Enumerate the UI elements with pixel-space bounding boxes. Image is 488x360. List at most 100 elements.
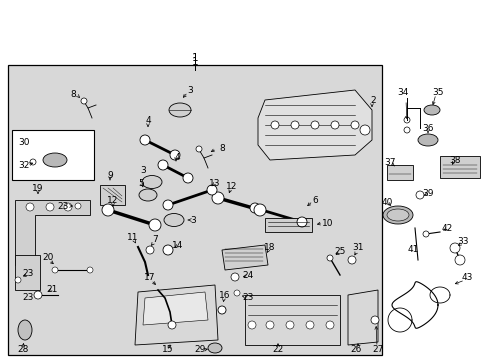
Text: 4: 4 bbox=[145, 116, 150, 125]
Circle shape bbox=[81, 98, 87, 104]
Text: 23: 23 bbox=[22, 270, 34, 279]
Text: 3: 3 bbox=[187, 86, 192, 95]
Text: 25: 25 bbox=[334, 248, 345, 256]
Text: 21: 21 bbox=[46, 285, 58, 294]
Circle shape bbox=[212, 192, 224, 204]
Circle shape bbox=[26, 203, 34, 211]
Circle shape bbox=[270, 121, 279, 129]
Bar bbox=[439, 156, 479, 178]
Circle shape bbox=[422, 231, 428, 237]
Text: 7: 7 bbox=[152, 235, 158, 244]
Text: 31: 31 bbox=[351, 243, 363, 252]
Text: 29: 29 bbox=[194, 346, 205, 355]
Ellipse shape bbox=[139, 189, 157, 201]
Circle shape bbox=[247, 321, 256, 329]
Text: 30: 30 bbox=[18, 138, 29, 147]
Circle shape bbox=[52, 267, 58, 273]
Text: 41: 41 bbox=[407, 246, 418, 255]
Text: 11: 11 bbox=[127, 233, 139, 242]
Text: 42: 42 bbox=[441, 224, 452, 233]
Circle shape bbox=[146, 246, 154, 254]
Polygon shape bbox=[347, 290, 377, 345]
Ellipse shape bbox=[18, 320, 32, 340]
Text: 9: 9 bbox=[107, 171, 113, 180]
Circle shape bbox=[196, 146, 202, 152]
Circle shape bbox=[403, 117, 409, 123]
Text: 35: 35 bbox=[431, 87, 443, 96]
Ellipse shape bbox=[163, 213, 183, 226]
Text: 36: 36 bbox=[421, 123, 433, 132]
Polygon shape bbox=[222, 245, 267, 270]
Circle shape bbox=[359, 125, 369, 135]
Bar bbox=[12, 130, 94, 180]
Circle shape bbox=[158, 160, 168, 170]
Text: 17: 17 bbox=[144, 274, 156, 283]
Circle shape bbox=[183, 173, 193, 183]
Circle shape bbox=[253, 204, 265, 216]
Text: 4: 4 bbox=[174, 153, 180, 162]
Text: 39: 39 bbox=[421, 189, 433, 198]
Ellipse shape bbox=[169, 103, 191, 117]
Circle shape bbox=[415, 191, 423, 199]
Circle shape bbox=[75, 203, 81, 209]
Circle shape bbox=[230, 273, 239, 281]
Text: 37: 37 bbox=[384, 158, 395, 166]
Text: 18: 18 bbox=[264, 243, 275, 252]
Text: 34: 34 bbox=[397, 87, 408, 96]
Text: 19: 19 bbox=[32, 184, 43, 193]
Text: 23: 23 bbox=[242, 293, 253, 302]
Text: 2: 2 bbox=[369, 95, 375, 104]
Circle shape bbox=[310, 121, 318, 129]
Bar bbox=[8, 65, 381, 355]
Text: 14: 14 bbox=[172, 240, 183, 249]
Circle shape bbox=[347, 256, 355, 264]
Circle shape bbox=[325, 321, 333, 329]
Text: 12: 12 bbox=[226, 181, 237, 190]
Circle shape bbox=[206, 185, 217, 195]
Circle shape bbox=[234, 290, 240, 296]
Text: 16: 16 bbox=[219, 292, 230, 301]
Circle shape bbox=[34, 291, 42, 299]
Text: 12: 12 bbox=[107, 195, 119, 204]
Circle shape bbox=[296, 217, 306, 227]
Circle shape bbox=[370, 316, 378, 324]
Ellipse shape bbox=[386, 209, 408, 221]
Ellipse shape bbox=[417, 134, 437, 146]
Text: 40: 40 bbox=[381, 198, 392, 207]
Polygon shape bbox=[100, 185, 125, 205]
Polygon shape bbox=[142, 292, 207, 325]
Circle shape bbox=[30, 159, 36, 165]
Circle shape bbox=[46, 203, 54, 211]
Text: 15: 15 bbox=[162, 346, 173, 355]
Text: 8: 8 bbox=[70, 90, 76, 99]
Circle shape bbox=[64, 203, 72, 211]
Polygon shape bbox=[15, 255, 40, 290]
Circle shape bbox=[168, 321, 176, 329]
Circle shape bbox=[149, 219, 161, 231]
Text: 43: 43 bbox=[460, 274, 472, 283]
Circle shape bbox=[218, 306, 225, 314]
Ellipse shape bbox=[423, 105, 439, 115]
Polygon shape bbox=[135, 285, 218, 345]
Circle shape bbox=[163, 245, 173, 255]
Circle shape bbox=[290, 121, 298, 129]
Circle shape bbox=[330, 121, 338, 129]
Text: 20: 20 bbox=[42, 253, 54, 262]
Text: 1: 1 bbox=[191, 57, 198, 67]
Circle shape bbox=[102, 204, 114, 216]
Text: 10: 10 bbox=[322, 219, 333, 228]
Circle shape bbox=[350, 121, 358, 129]
Text: 3: 3 bbox=[190, 216, 196, 225]
Text: 38: 38 bbox=[448, 156, 460, 165]
Polygon shape bbox=[258, 90, 371, 160]
Ellipse shape bbox=[207, 343, 222, 353]
Circle shape bbox=[170, 150, 180, 160]
Circle shape bbox=[326, 255, 332, 261]
Text: 27: 27 bbox=[371, 346, 383, 355]
Circle shape bbox=[163, 200, 173, 210]
Text: 1: 1 bbox=[191, 53, 198, 63]
Text: 5: 5 bbox=[138, 179, 143, 188]
Circle shape bbox=[265, 321, 273, 329]
Text: 22: 22 bbox=[272, 346, 283, 355]
Text: 33: 33 bbox=[456, 238, 468, 247]
